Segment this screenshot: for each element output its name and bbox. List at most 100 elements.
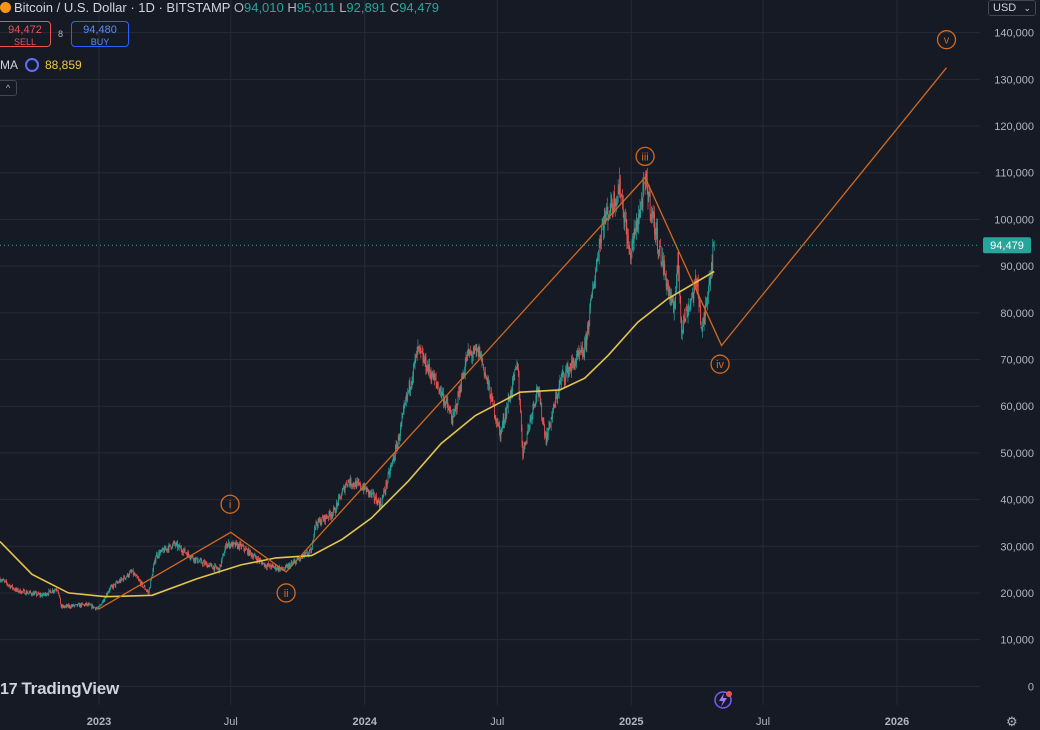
candle-body (340, 497, 341, 499)
candle-body (525, 442, 526, 445)
candle-body (19, 592, 20, 593)
buy-button[interactable]: 94,480 BUY (71, 21, 129, 47)
candle-body (230, 544, 231, 546)
candle-body (77, 604, 78, 606)
candle-body (565, 380, 566, 381)
y-tick-label: 110,000 (995, 168, 1034, 180)
candle-body (39, 594, 40, 595)
candle-body (513, 375, 514, 378)
candle-body (33, 593, 34, 596)
candle-body (305, 553, 306, 554)
candle-body (84, 604, 85, 605)
candle-body (119, 580, 120, 582)
candle-body (64, 606, 65, 608)
candle-body (46, 593, 47, 596)
candle-body (306, 552, 307, 553)
candle-body (545, 436, 546, 437)
candle-body (680, 303, 681, 318)
candle-body (389, 471, 390, 474)
candle-body (600, 239, 601, 244)
candle-body (595, 271, 596, 280)
settings-icon[interactable]: ⚙ (1006, 714, 1018, 730)
candle-body (459, 388, 460, 396)
symbol-title[interactable]: Bitcoin / U.S. Dollar · 1D · BITSTAMP (14, 0, 230, 15)
candle-body (15, 590, 16, 591)
wave-label-iv: iv (716, 359, 724, 371)
candle-body (329, 511, 330, 517)
candle-body (184, 549, 185, 551)
candle-body (644, 183, 645, 184)
candle-body (643, 183, 644, 187)
candle-body (708, 288, 709, 295)
collapse-legend-button[interactable]: ^ (0, 80, 17, 96)
candle-body (359, 482, 360, 484)
candle-body (496, 419, 497, 423)
candle-body (169, 545, 170, 546)
candle-body (187, 552, 188, 556)
candle-body (3, 579, 4, 580)
candle-body (398, 436, 399, 444)
candle-body (228, 544, 229, 546)
candle-body (42, 595, 43, 596)
candle-body (669, 291, 670, 300)
sell-button[interactable]: 94,472 SELL (0, 21, 51, 47)
candle-body (5, 581, 6, 582)
candle-body (276, 569, 277, 570)
candle-body (669, 291, 670, 292)
candle-body (537, 388, 538, 390)
candle-body (356, 481, 357, 488)
candle-body (28, 593, 29, 594)
candle-body (403, 409, 404, 414)
candle-body (664, 264, 665, 272)
candle-body (258, 558, 259, 560)
candle-body (412, 376, 413, 381)
candle-body (434, 375, 435, 381)
candle-body (593, 289, 594, 290)
candle-body (64, 607, 65, 608)
indicator-source-icon[interactable] (25, 58, 39, 72)
last-price-label: 94,479 (990, 240, 1024, 252)
candle-body (525, 442, 526, 445)
candle-body (528, 428, 529, 433)
candle-body (564, 374, 565, 380)
candle-body (533, 404, 534, 413)
candle-body (212, 567, 213, 569)
candle-body (341, 495, 342, 498)
candle-body (547, 433, 548, 439)
candle-body (415, 359, 416, 363)
candle-body (134, 574, 135, 576)
candle-body (591, 295, 592, 301)
candle-body (686, 309, 687, 320)
candle-body (416, 354, 417, 357)
candle-body (88, 604, 89, 605)
currency-selector[interactable]: USD⌄ (988, 0, 1036, 16)
candle-body (633, 236, 634, 243)
chevron-up-icon: ^ (6, 83, 10, 93)
candle-body (100, 605, 101, 606)
candle-body (696, 278, 697, 279)
candle-body (128, 574, 129, 577)
candle-body (121, 578, 122, 579)
candle-body (207, 565, 208, 567)
candle-body (138, 578, 139, 579)
candle-body (235, 543, 236, 546)
candle-body (222, 557, 223, 561)
candle-body (388, 473, 389, 481)
candle-body (394, 458, 395, 460)
candle-body (470, 351, 471, 352)
candle-body (536, 388, 537, 398)
candle-body (484, 367, 485, 375)
candle-body (686, 309, 687, 310)
candle-body (192, 556, 193, 557)
y-tick-label: 20,000 (1000, 588, 1034, 600)
candle-body (21, 593, 22, 594)
candle-body (246, 548, 247, 549)
candle-body (614, 193, 615, 209)
candle-body (605, 214, 606, 221)
lightning-icon[interactable] (712, 689, 734, 711)
candle-body (120, 580, 121, 582)
candle-body (115, 584, 116, 586)
